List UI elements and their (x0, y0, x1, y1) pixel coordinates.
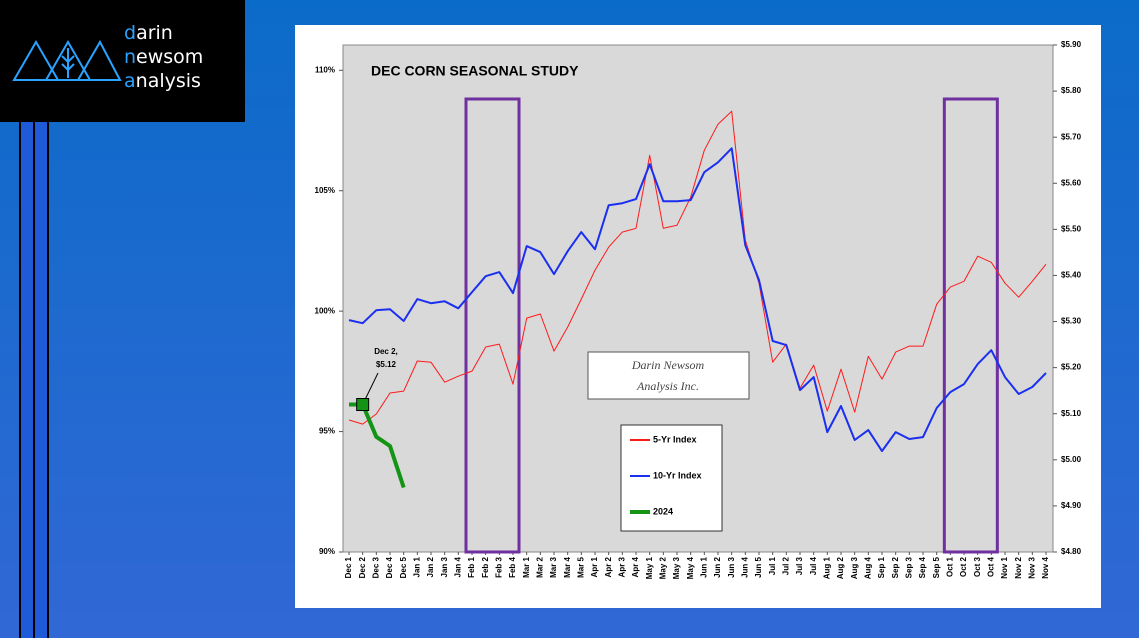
x-tick-label: Nov 4 (1041, 556, 1050, 578)
x-tick-label: Nov 2 (1014, 556, 1023, 578)
x-tick-label: Oct 2 (959, 556, 968, 577)
y2-tick-label: $5.00 (1061, 455, 1082, 464)
y2-tick-label: $5.10 (1061, 409, 1082, 418)
x-tick-label: Feb 3 (494, 556, 503, 577)
x-tick-label: Jun 3 (727, 556, 736, 577)
x-tick-label: Jul 2 (781, 556, 790, 575)
x-tick-label: Jun 4 (740, 556, 749, 577)
x-tick-label: Jan 1 (412, 556, 421, 577)
x-tick-label: Jan 3 (440, 556, 449, 577)
y2-tick-label: $4.80 (1061, 547, 1082, 556)
y-tick-label: 90% (319, 547, 335, 556)
legend: 5-Yr Index 10-Yr Index 2024 (620, 424, 723, 532)
y-tick-label: 100% (315, 306, 335, 315)
y2-tick-label: $5.40 (1061, 271, 1082, 280)
x-tick-label: Oct 1 (945, 556, 954, 577)
legend-label: 5-Yr Index (653, 434, 697, 444)
x-tick-label: Dec 5 (399, 556, 408, 578)
x-tick-label: Apr 1 (590, 556, 599, 577)
decor-lines (19, 122, 49, 638)
y2-tick-label: $5.50 (1061, 224, 1082, 233)
logo-text: analysis (124, 70, 201, 92)
x-tick-label: Mar 4 (563, 556, 572, 577)
logo-text: newsom (124, 46, 204, 68)
y-tick-label: 110% (315, 65, 335, 74)
x-tick-label: Feb 2 (481, 556, 490, 577)
annotation-text: $5.12 (376, 360, 397, 369)
y-tick-label: 105% (315, 186, 335, 195)
y2-tick-label: $5.90 (1061, 40, 1082, 49)
chart-title: DEC CORN SEASONAL STUDY (371, 63, 579, 79)
x-tick-label: Mar 1 (522, 556, 531, 577)
watermark-text: Darin Newsom (631, 358, 705, 372)
x-tick-label: Aug 2 (836, 556, 845, 579)
x-tick-label: Dec 3 (371, 556, 380, 578)
legend-label: 10-Yr Index (653, 470, 702, 480)
x-tick-label: Sep 4 (918, 556, 927, 578)
series-line (348, 110, 1047, 425)
legend-box (620, 424, 723, 532)
x-tick-label: Mar 2 (535, 556, 544, 577)
x-tick-label: Mar 3 (549, 556, 558, 577)
x-tick-label: Oct 3 (973, 556, 982, 577)
series-line (348, 147, 1047, 453)
x-tick-label: Feb 4 (508, 556, 517, 577)
x-tick-label: Dec 4 (385, 556, 394, 578)
x-tick-label: Jun 5 (754, 556, 763, 577)
x-tick-label: Jul 3 (795, 556, 804, 575)
logo: darin newsom analysis (0, 0, 245, 122)
x-tick-label: Jun 1 (699, 556, 708, 577)
x-tick-label: Nov 1 (1000, 556, 1009, 578)
x-tick-label: Jul 4 (809, 556, 818, 575)
logo-icon (12, 39, 122, 81)
x-tick-label: May 1 (645, 556, 654, 579)
highlight-box (464, 97, 521, 554)
x-tick-label: Apr 3 (617, 556, 626, 577)
x-tick-label: Aug 4 (863, 556, 872, 579)
x-tick-label: May 4 (686, 556, 695, 579)
watermark: Darin Newsom Analysis Inc. (587, 351, 750, 400)
y2-tick-label: $4.90 (1061, 501, 1082, 510)
x-tick-label: Mar 5 (576, 556, 585, 577)
y2-tick-label: $5.60 (1061, 178, 1082, 187)
x-tick-label: Sep 1 (877, 556, 886, 578)
x-tick-label: Jan 4 (453, 556, 462, 577)
watermark-box (587, 351, 750, 400)
x-tick-label: Apr 4 (631, 556, 640, 577)
annotation-text: Dec 2, (374, 347, 398, 356)
legend-label: 2024 (653, 506, 673, 516)
x-tick-label: Jun 2 (713, 556, 722, 577)
x-tick-label: Aug 3 (850, 556, 859, 579)
y2-tick-label: $5.80 (1061, 86, 1082, 95)
logo-text: darin (124, 22, 173, 44)
x-tick-label: May 3 (672, 556, 681, 579)
annotation-marker (356, 398, 370, 412)
x-tick-label: Aug 1 (822, 556, 831, 579)
y2-tick-label: $5.70 (1061, 132, 1082, 141)
y2-tick-label: $5.30 (1061, 317, 1082, 326)
x-tick-label: Sep 3 (904, 556, 913, 578)
x-tick-label: Feb 1 (467, 556, 476, 577)
x-tick-label: Dec 2 (358, 556, 367, 578)
x-tick-label: Sep 2 (891, 556, 900, 578)
x-tick-label: May 2 (658, 556, 667, 579)
x-tick-label: Sep 5 (932, 556, 941, 578)
x-tick-label: Oct 4 (986, 556, 995, 577)
x-tick-label: Dec 1 (344, 556, 353, 578)
watermark-text: Analysis Inc. (636, 379, 699, 393)
y2-tick-label: $5.20 (1061, 363, 1082, 372)
y-tick-label: 95% (319, 427, 335, 436)
x-tick-label: Jul 1 (768, 556, 777, 575)
highlight-box (942, 97, 999, 554)
x-tick-label: Jan 2 (426, 556, 435, 577)
x-tick-label: Apr 2 (604, 556, 613, 577)
x-tick-label: Nov 3 (1027, 556, 1036, 578)
